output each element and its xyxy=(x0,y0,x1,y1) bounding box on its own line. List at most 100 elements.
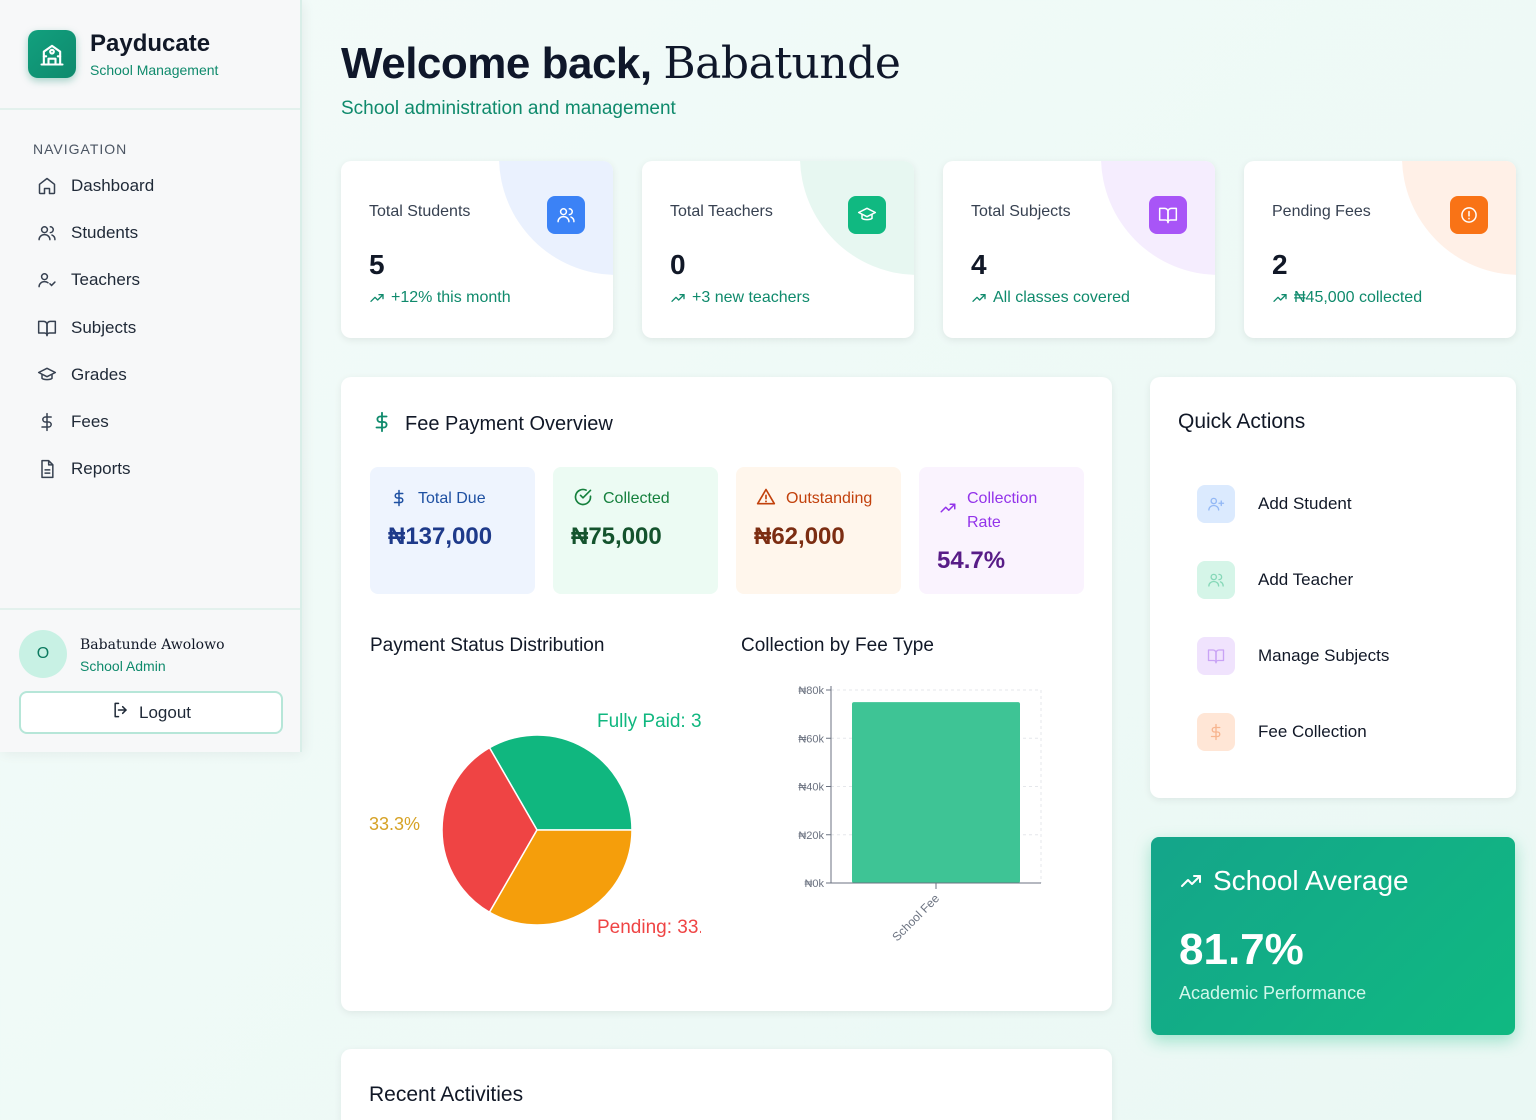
quick-action-fee-collection[interactable]: Fee Collection xyxy=(1197,712,1367,752)
fee-card-label: Collection Rate xyxy=(967,490,1038,531)
pie-slice-fully-paid[interactable] xyxy=(488,734,633,831)
stat-title: Total Teachers xyxy=(670,203,773,220)
nav-item-grades[interactable]: Grades xyxy=(22,351,280,398)
nav-label: Reports xyxy=(71,459,131,479)
user-role: School Admin xyxy=(80,658,166,674)
fee-card-outstanding[interactable]: Outstanding ₦62,000 xyxy=(736,467,901,594)
nav-heading: NAVIGATION xyxy=(33,141,128,157)
school-building-icon xyxy=(28,30,76,78)
welcome-text: Welcome back, xyxy=(341,39,652,88)
school-average-panel[interactable]: School Average 81.7% Academic Performanc… xyxy=(1151,837,1515,1035)
stat-trend-text: +3 new teachers xyxy=(692,289,810,306)
y-tick-label: ₦0k xyxy=(804,878,824,890)
quick-actions-title: Quick Actions xyxy=(1178,410,1306,433)
stat-trend-text: +12% this month xyxy=(391,289,511,306)
file-text-icon xyxy=(36,458,58,480)
book-open-icon xyxy=(1197,637,1235,675)
brand[interactable]: Payducate School Management xyxy=(0,0,300,110)
school-average-label: Academic Performance xyxy=(1179,983,1367,1003)
logout-button[interactable]: Logout xyxy=(19,691,283,734)
graduation-cap-icon xyxy=(848,196,886,234)
bar-chart-title: Collection by Fee Type xyxy=(741,635,934,656)
stat-value: 2 xyxy=(1272,249,1288,280)
stat-trend: +12% this month xyxy=(369,289,511,307)
book-open-icon xyxy=(1149,196,1187,234)
check-circle-icon xyxy=(573,487,593,507)
dollar-icon xyxy=(36,411,58,433)
fee-card-collected[interactable]: Collected ₦75,000 xyxy=(553,467,718,594)
nav-label: Grades xyxy=(71,364,127,384)
trending-up-icon xyxy=(1179,869,1203,893)
stat-title: Total Students xyxy=(369,203,471,220)
fee-card-collection-rate[interactable]: Collection Rate 54.7% xyxy=(919,467,1084,594)
stat-card-students[interactable]: Total Students 5 +12% this month xyxy=(341,161,613,338)
nav-item-subjects[interactable]: Subjects xyxy=(22,304,280,351)
quick-action-label: Add Teacher xyxy=(1258,570,1354,589)
stat-card-pending-fees[interactable]: Pending Fees 2 ₦45,000 collected xyxy=(1244,161,1516,338)
user-name: Babatunde Awolowo xyxy=(80,637,225,653)
bar-school-fee[interactable] xyxy=(852,702,1020,883)
recent-activities-panel: Recent Activities xyxy=(341,1049,1112,1120)
nav-item-reports[interactable]: Reports xyxy=(22,446,280,493)
nav-item-dashboard[interactable]: Dashboard xyxy=(22,162,280,209)
fee-card-value: 54.7% xyxy=(937,547,1006,574)
users-icon xyxy=(36,222,58,244)
fee-card-label: Total Due xyxy=(418,490,486,507)
fee-overview-panel: Fee Payment Overview Total Due ₦137,000 … xyxy=(341,377,1112,1011)
quick-action-add-teacher[interactable]: Add Teacher xyxy=(1197,560,1353,600)
alert-circle-icon xyxy=(1450,196,1488,234)
school-average-value: 81.7% xyxy=(1179,925,1304,974)
brand-title: Payducate xyxy=(90,30,211,57)
pie-label: Pending: 33.3 xyxy=(597,917,701,938)
stat-trend: +3 new teachers xyxy=(670,289,810,307)
trending-up-icon xyxy=(939,499,957,517)
logout-icon xyxy=(111,700,131,725)
quick-action-add-student[interactable]: Add Student xyxy=(1197,484,1352,524)
school-average-title: School Average xyxy=(1213,865,1409,896)
fee-card-label: Outstanding xyxy=(786,490,873,507)
nav-item-teachers[interactable]: Teachers xyxy=(22,257,280,304)
user-profile: O Babatunde Awolowo School Admin Logout xyxy=(0,608,300,752)
y-tick-label: ₦40k xyxy=(798,782,824,794)
fee-overview-header: Fee Payment Overview xyxy=(371,410,613,439)
pie-slice-partial[interactable] xyxy=(488,829,633,926)
stat-trend-text: ₦45,000 collected xyxy=(1294,289,1423,306)
nav-label: Teachers xyxy=(71,270,140,290)
y-tick-label: ₦60k xyxy=(798,733,824,745)
stat-trend-text: All classes covered xyxy=(993,289,1130,306)
dollar-icon xyxy=(371,410,393,439)
bar-chart: ₦0k ₦20k ₦40k ₦60k ₦80k School Fee xyxy=(798,685,1042,944)
stat-card-subjects[interactable]: Total Subjects 4 All classes covered xyxy=(943,161,1215,338)
welcome-name: Babatunde xyxy=(663,38,901,89)
nav-item-students[interactable]: Students xyxy=(22,209,280,256)
trending-up-icon xyxy=(671,294,685,302)
quick-action-manage-subjects[interactable]: Manage Subjects xyxy=(1197,636,1389,676)
stat-card-teachers[interactable]: Total Teachers 0 +3 new teachers xyxy=(642,161,914,338)
stat-title: Total Subjects xyxy=(971,203,1071,220)
pie-chart: Fully Paid: 33 Pending: 33.3 33.3% xyxy=(369,711,701,938)
page-title: Welcome back, Babatunde xyxy=(341,38,901,89)
pie-label: 33.3% xyxy=(369,814,420,834)
sidebar: Payducate School Management NAVIGATION D… xyxy=(0,0,302,752)
trending-up-icon xyxy=(370,294,384,302)
home-icon xyxy=(36,175,58,197)
nav-item-fees[interactable]: Fees xyxy=(22,398,280,445)
dollar-icon xyxy=(1197,713,1235,751)
fee-card-label: Collected xyxy=(603,490,670,507)
page-subtitle: School administration and management xyxy=(341,98,676,119)
quick-action-label: Add Student xyxy=(1258,494,1352,513)
quick-actions-panel: Quick Actions Add Student Add Teacher Ma… xyxy=(1150,377,1516,798)
pie-chart-title: Payment Status Distribution xyxy=(370,635,605,656)
quick-action-label: Manage Subjects xyxy=(1258,646,1390,665)
fee-card-total-due[interactable]: Total Due ₦137,000 xyxy=(370,467,535,594)
users-icon xyxy=(1197,561,1235,599)
nav-label: Students xyxy=(71,222,139,242)
pie-slice-pending[interactable] xyxy=(441,746,538,914)
trending-up-icon xyxy=(1273,294,1287,302)
stat-trend: ₦45,000 collected xyxy=(1272,289,1422,307)
fee-card-value: ₦75,000 xyxy=(571,523,662,550)
stat-value: 0 xyxy=(670,249,686,280)
recent-activities-title: Recent Activities xyxy=(369,1083,524,1106)
nav-label: Fees xyxy=(71,412,109,432)
avatar[interactable]: O xyxy=(19,630,67,678)
